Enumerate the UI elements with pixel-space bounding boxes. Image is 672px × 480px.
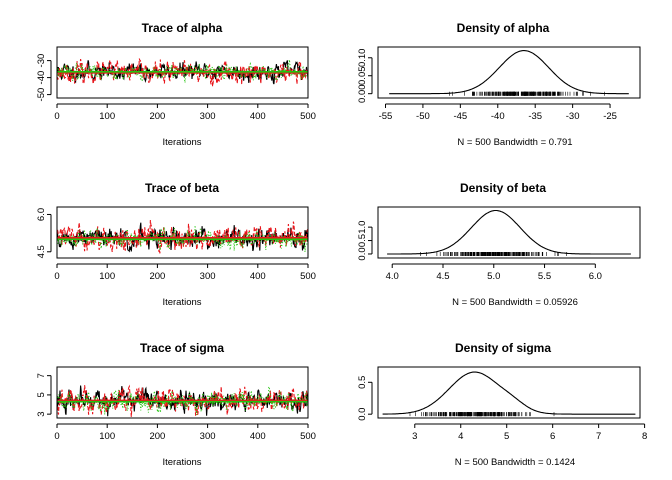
x-axis-label: N = 500 Bandwidth = 0.05926 (452, 297, 578, 308)
x-axis-label: N = 500 Bandwidth = 0.791 (457, 137, 572, 148)
panel-density-beta: Density of beta N = 500 Bandwidth = 0.05… (357, 181, 641, 308)
x-axis-label: N = 500 Bandwidth = 0.1424 (455, 457, 575, 468)
panel-trace-beta: Trace of beta Iterations 0 100 200 300 400 50… (36, 181, 316, 308)
x-tick-label: 100 (99, 111, 115, 122)
y-tick-label: 0.10 (357, 49, 368, 67)
x-tick-label: 8 (642, 431, 647, 442)
y-tick-label: -30 (36, 54, 47, 68)
x-tick-label: 400 (250, 431, 266, 442)
plot-area (57, 219, 308, 254)
plot-area (57, 384, 308, 417)
y-tick-label: 5 (36, 392, 47, 397)
trace-series-0 (57, 222, 308, 253)
x-tick-label: 3 (412, 431, 417, 442)
y-tick-label: 0.5 (357, 234, 368, 247)
x-tick-label: 4.0 (386, 271, 399, 282)
y-tick-label: 0.5 (357, 376, 368, 389)
x-tick-label: -25 (603, 111, 617, 122)
x-tick-label: 500 (300, 431, 316, 442)
chart-title: Trace of sigma (140, 341, 224, 355)
x-tick-label: -35 (528, 111, 542, 122)
x-tick-label: 500 (300, 111, 316, 122)
y-tick-label: 1.0 (357, 221, 368, 234)
x-tick-label: -45 (453, 111, 467, 122)
density-curve (387, 209, 631, 255)
x-tick-label: 400 (250, 111, 266, 122)
y-tick-label: 0.0 (357, 247, 368, 260)
y-tick-label: -50 (36, 88, 47, 102)
x-tick-label: 200 (149, 431, 165, 442)
x-axis-label: Iterations (162, 137, 201, 148)
plot-frame (56, 206, 309, 259)
plot-area (57, 58, 308, 87)
x-tick-label: 6 (550, 431, 555, 442)
chart-title: Density of beta (460, 181, 546, 195)
plot-area (389, 50, 629, 96)
x-tick-label: 4.5 (436, 271, 449, 282)
plot-area (387, 209, 631, 256)
x-tick-label: 100 (99, 271, 115, 282)
y-tick-label: 7 (36, 373, 47, 378)
y-tick-label: -40 (36, 71, 47, 85)
panel-density-alpha: Density of alpha N = 500 Bandwidth = 0.7… (357, 21, 641, 148)
x-tick-label: -30 (566, 111, 580, 122)
x-tick-label: 0 (54, 431, 59, 442)
x-axis-label: Iterations (162, 457, 201, 468)
plot-frame (377, 366, 641, 419)
x-tick-label: 5.0 (487, 271, 500, 282)
chart-title: Density of alpha (457, 21, 550, 35)
plot-frame (377, 206, 641, 259)
density-curve (382, 371, 636, 415)
y-tick-label: 0.05 (357, 66, 368, 85)
density-curve (389, 50, 629, 95)
x-tick-label: 6.0 (589, 271, 602, 282)
x-axis-label: Iterations (162, 297, 201, 308)
x-tick-label: 4 (458, 431, 463, 442)
y-tick-label: 0.00 (357, 84, 368, 103)
x-tick-label: 500 (300, 271, 316, 282)
plot-frame (377, 46, 641, 99)
x-tick-label: 5.5 (538, 271, 551, 282)
chart-title: Trace of beta (145, 181, 219, 195)
x-tick-label: 5 (504, 431, 509, 442)
x-tick-label: -55 (379, 111, 393, 122)
x-tick-label: 200 (149, 271, 165, 282)
chart-title: Trace of alpha (142, 21, 223, 35)
chart-title: Density of sigma (455, 341, 551, 355)
y-tick-label: 6.0 (36, 208, 47, 221)
plot-area (382, 371, 636, 417)
y-tick-label: 3 (36, 412, 47, 417)
panel-density-sigma: Density of sigma N = 500 Bandwidth = 0.1… (357, 341, 647, 468)
x-tick-label: 100 (99, 431, 115, 442)
y-tick-label: 4.5 (36, 245, 47, 258)
x-tick-label: -50 (416, 111, 430, 122)
x-tick-label: 0 (54, 111, 59, 122)
x-tick-label: 300 (200, 111, 216, 122)
x-tick-label: 300 (200, 271, 216, 282)
panel-trace-sigma: Trace of sigma Iterations 0 100 200 300 400 5… (36, 341, 316, 468)
plot-frame (56, 46, 309, 99)
x-tick-label: 7 (596, 431, 601, 442)
plot-frame (56, 366, 309, 419)
x-tick-label: 300 (200, 431, 216, 442)
panel-trace-alpha: Trace of alpha Iterations 0 100 200 300 400 5… (36, 21, 316, 148)
x-tick-label: 0 (54, 271, 59, 282)
x-tick-label: -40 (491, 111, 505, 122)
x-tick-label: 400 (250, 271, 266, 282)
trace-series-2 (57, 385, 308, 415)
x-tick-label: 200 (149, 111, 165, 122)
y-tick-label: 0.0 (357, 408, 368, 421)
